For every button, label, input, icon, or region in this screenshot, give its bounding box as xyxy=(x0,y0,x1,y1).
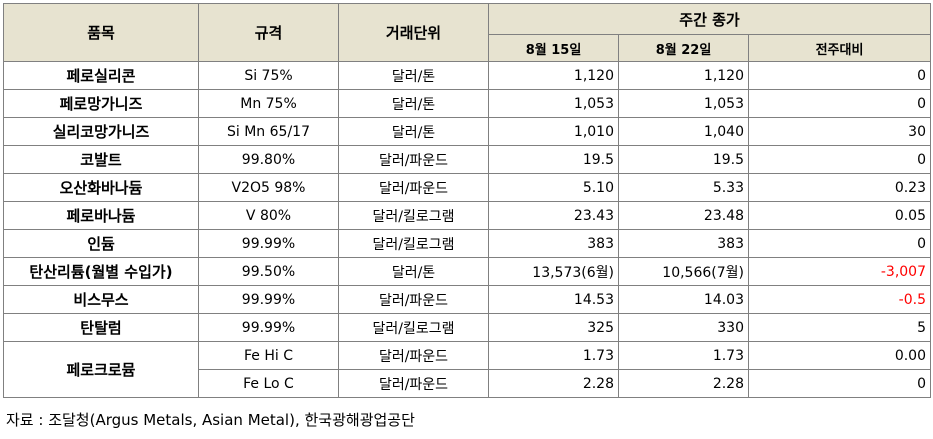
price-aug15: 14.53 xyxy=(488,285,619,314)
price-aug15: 19.5 xyxy=(488,145,619,174)
header-unit: 거래단위 xyxy=(338,3,489,62)
item-spec: V 80% xyxy=(198,201,339,230)
item-spec: 99.50% xyxy=(198,257,339,286)
item-spec: Fe Hi C xyxy=(198,341,339,370)
price-aug22: 1,040 xyxy=(618,117,749,146)
item-name: 인듐 xyxy=(3,229,199,258)
item-spec: V2O5 98% xyxy=(198,173,339,202)
item-unit: 달러/파운드 xyxy=(338,369,489,398)
price-aug15: 1,053 xyxy=(488,89,619,118)
weekly-change: -3,007 xyxy=(748,257,931,286)
weekly-change: 30 xyxy=(748,117,931,146)
header-item: 품목 xyxy=(3,3,199,62)
table-row: 실리코망가니즈 Si Mn 65/17 달러/톤 1,010 1,040 30 xyxy=(3,117,931,146)
item-unit: 달러/파운드 xyxy=(338,145,489,174)
item-unit: 달러/킬로그램 xyxy=(338,201,489,230)
weekly-change: 0 xyxy=(748,89,931,118)
item-name: 탄탈럼 xyxy=(3,313,199,342)
price-aug22: 14.03 xyxy=(618,285,749,314)
weekly-change: 0 xyxy=(748,61,931,90)
item-name: 코발트 xyxy=(3,145,199,174)
price-aug22: 19.5 xyxy=(618,145,749,174)
table-body: 페로실리콘 Si 75% 달러/톤 1,120 1,120 0 페로망가니즈 Mn 75% 달러… xyxy=(3,61,931,398)
item-spec: 99.99% xyxy=(198,229,339,258)
header-change: 전주대비 xyxy=(748,34,931,62)
item-spec: 99.99% xyxy=(198,313,339,342)
price-aug15: 325 xyxy=(488,313,619,342)
table-row: 비스무스 99.99% 달러/파운드 14.53 14.03 -0.5 xyxy=(3,285,931,314)
item-name: 실리코망가니즈 xyxy=(3,117,199,146)
header-spec: 규격 xyxy=(198,3,339,62)
item-spec: 99.99% xyxy=(198,285,339,314)
price-aug22: 23.48 xyxy=(618,201,749,230)
item-name: 탄산리튬(월별 수입가) xyxy=(3,257,199,286)
table-row: 페로망가니즈 Mn 75% 달러/톤 1,053 1,053 0 xyxy=(3,89,931,118)
table-row: 코발트 99.80% 달러/파운드 19.5 19.5 0 xyxy=(3,145,931,174)
item-unit: 달러/킬로그램 xyxy=(338,229,489,258)
price-aug15: 2.28 xyxy=(488,369,619,398)
item-spec: Fe Lo C xyxy=(198,369,339,398)
item-unit: 달러/톤 xyxy=(338,89,489,118)
table-row: 오산화바나듐 V2O5 98% 달러/파운드 5.10 5.33 0.23 xyxy=(3,173,931,202)
header-date2: 8월 22일 xyxy=(618,34,749,62)
price-aug15: 1,120 xyxy=(488,61,619,90)
item-name: 페로실리콘 xyxy=(3,61,199,90)
item-spec: 99.80% xyxy=(198,145,339,174)
item-spec: Mn 75% xyxy=(198,89,339,118)
price-aug22: 5.33 xyxy=(618,173,749,202)
item-spec: Si 75% xyxy=(198,61,339,90)
weekly-change: 0 xyxy=(748,229,931,258)
price-aug15: 23.43 xyxy=(488,201,619,230)
item-unit: 달러/톤 xyxy=(338,117,489,146)
price-aug15: 1.73 xyxy=(488,341,619,370)
price-aug22: 2.28 xyxy=(618,369,749,398)
header-date1: 8월 15일 xyxy=(488,34,619,62)
item-unit: 달러/킬로그램 xyxy=(338,313,489,342)
item-name: 비스무스 xyxy=(3,285,199,314)
price-aug22: 10,566(7월) xyxy=(618,257,749,286)
item-spec: Si Mn 65/17 xyxy=(198,117,339,146)
table-row: 페로크로뮴 Fe Hi C 달러/파운드 1.73 1.73 0.00 xyxy=(3,341,931,398)
table-row: Fe Lo C 달러/파운드 2.28 2.28 0 xyxy=(4,369,931,398)
price-aug15: 1,010 xyxy=(488,117,619,146)
price-aug15: 5.10 xyxy=(488,173,619,202)
price-aug15: 13,573(6월) xyxy=(488,257,619,286)
item-name: 오산화바나듐 xyxy=(3,173,199,202)
table-row: 페로바나듐 V 80% 달러/킬로그램 23.43 23.48 0.05 xyxy=(3,201,931,230)
price-aug22: 330 xyxy=(618,313,749,342)
item-unit: 달러/파운드 xyxy=(338,341,489,370)
weekly-change: 5 xyxy=(748,313,931,342)
item-unit: 달러/파운드 xyxy=(338,173,489,202)
price-aug22: 1,053 xyxy=(618,89,749,118)
table-row: 탄산리튬(월별 수입가) 99.50% 달러/톤 13,573(6월) 10,566(7… xyxy=(3,257,931,286)
price-aug15: 383 xyxy=(488,229,619,258)
header-weekly-close: 주간 종가 xyxy=(488,2,931,36)
price-aug22: 1,120 xyxy=(618,61,749,90)
item-name: 페로망가니즈 xyxy=(3,89,199,118)
item-name: 페로바나듐 xyxy=(3,201,199,230)
item-unit: 달러/파운드 xyxy=(338,285,489,314)
weekly-change: -0.5 xyxy=(748,285,931,314)
item-name: 페로크로뮴 xyxy=(3,341,199,398)
price-aug22: 383 xyxy=(618,229,749,258)
weekly-change: 0.00 xyxy=(748,341,931,370)
weekly-change: 0 xyxy=(748,369,931,398)
item-unit: 달러/톤 xyxy=(338,61,489,90)
weekly-change: 0.23 xyxy=(748,173,931,202)
price-aug22: 1.73 xyxy=(618,341,749,370)
table-row: 인듐 99.99% 달러/킬로그램 383 383 0 xyxy=(3,229,931,258)
source-note: 자료 : 조달청(Argus Metals, Asian Metal), 한국광… xyxy=(6,411,415,429)
weekly-change: 0 xyxy=(748,145,931,174)
item-unit: 달러/톤 xyxy=(338,257,489,286)
price-table: 품목 규격 거래단위 주간 종가 8월 15일 8월 22일 전주대비 페로실리… xyxy=(3,2,931,398)
weekly-change: 0.05 xyxy=(748,201,931,230)
table-row: 탄탈럼 99.99% 달러/킬로그램 325 330 5 xyxy=(3,313,931,342)
table-row: 페로실리콘 Si 75% 달러/톤 1,120 1,120 0 xyxy=(3,61,931,90)
price-table-container: 품목 규격 거래단위 주간 종가 8월 15일 8월 22일 전주대비 페로실리… xyxy=(3,2,931,398)
